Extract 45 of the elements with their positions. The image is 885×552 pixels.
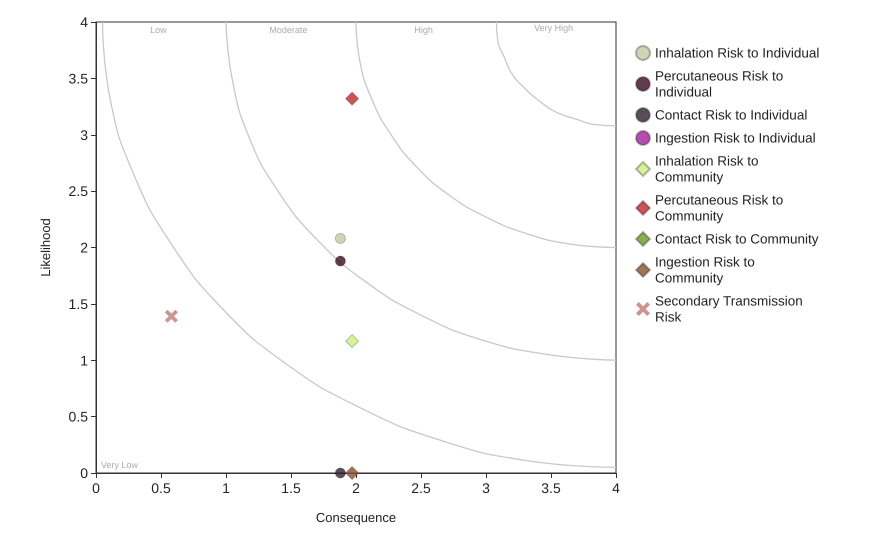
x-axis-title: Consequence bbox=[316, 510, 396, 525]
y-axis-title: Likelihood bbox=[38, 218, 53, 277]
annotation: Low bbox=[150, 25, 168, 35]
x-tick-label: 0.5 bbox=[151, 480, 171, 496]
annotation: High bbox=[414, 25, 433, 35]
x-tick-label: 1.5 bbox=[281, 480, 301, 496]
x-tick-label: 4 bbox=[612, 480, 620, 496]
legend-label: Percutaneous Risk to Community bbox=[655, 192, 788, 224]
annotation: Moderate bbox=[269, 25, 308, 35]
legend-label: Secondary Transmission Risk bbox=[655, 294, 807, 324]
point bbox=[164, 310, 178, 323]
line-series bbox=[355, 21, 617, 248]
legend-label: Ingestion Risk to Community bbox=[655, 254, 759, 286]
point bbox=[335, 256, 346, 266]
line-series bbox=[102, 21, 617, 468]
x-tick-label: 3.5 bbox=[541, 480, 561, 496]
legend-label: Inhalation Risk to Individual bbox=[655, 46, 820, 60]
legend-label: Inhalation Risk to Community bbox=[655, 154, 762, 184]
x-tick-label: 3 bbox=[482, 480, 490, 496]
line-series bbox=[496, 21, 617, 126]
y-tick-label: 1.5 bbox=[68, 296, 88, 312]
point bbox=[345, 466, 359, 480]
x-tick-label: 2 bbox=[352, 480, 360, 496]
y-tick-label: 3 bbox=[80, 126, 88, 143]
x-tick-label: 2.5 bbox=[411, 480, 431, 496]
y-tick-label: 4 bbox=[80, 14, 88, 30]
line-series bbox=[225, 21, 617, 361]
legend-label: Percutaneous Risk to Individual bbox=[655, 68, 788, 100]
point bbox=[335, 468, 346, 478]
annotation: Very Low bbox=[100, 460, 138, 470]
y-tick-label: 0 bbox=[80, 465, 88, 481]
legend-label: Ingestion Risk to Individual bbox=[655, 130, 816, 146]
point bbox=[345, 92, 359, 106]
point bbox=[345, 334, 359, 348]
y-tick-label: 1 bbox=[80, 352, 88, 368]
point bbox=[335, 233, 346, 244]
x-tick-label: 0 bbox=[92, 480, 100, 496]
legend-label: Contact Risk to Community bbox=[655, 232, 819, 246]
y-tick-label: 2 bbox=[80, 240, 88, 256]
annotation: Very High bbox=[534, 23, 574, 33]
y-tick-label: 0.5 bbox=[68, 408, 88, 425]
legend-label: Contact Risk to Individual bbox=[655, 108, 808, 122]
x-tick-label: 1 bbox=[222, 480, 230, 496]
y-tick-label: 3.5 bbox=[68, 70, 88, 86]
y-tick-label: 2.5 bbox=[68, 183, 88, 200]
